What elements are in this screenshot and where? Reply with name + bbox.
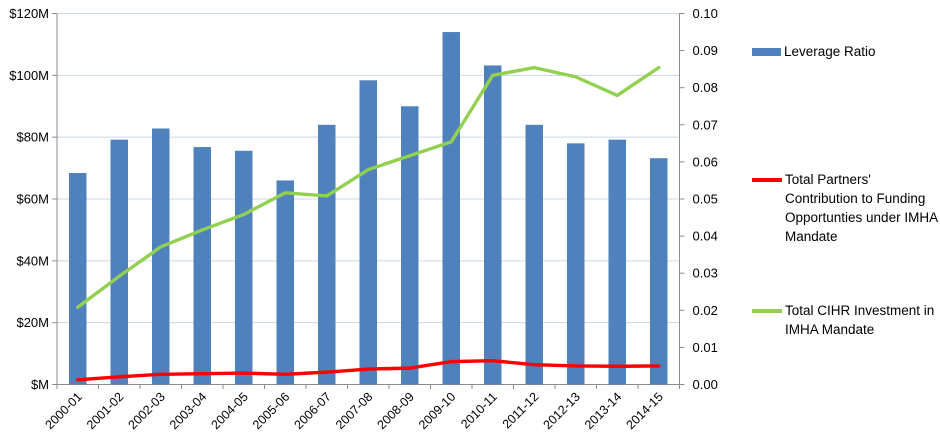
right-axis-label: 0.08: [693, 80, 718, 95]
left-axis-label: $60M: [16, 192, 49, 207]
bar-2011-12: [525, 124, 543, 385]
bar-2013-14: [608, 139, 626, 385]
legend-item-partners-contribution: Total Partners' Contribution to Funding …: [752, 170, 938, 246]
x-axis-label: 2008-09: [375, 390, 417, 432]
left-axis-label: $M: [31, 377, 49, 392]
bar-2001-02: [110, 139, 128, 385]
right-axis-label: 0.01: [693, 340, 718, 355]
x-axis-label: 2004-05: [209, 390, 251, 432]
left-axis-label: $120M: [9, 6, 49, 21]
right-axis-label: 0.09: [693, 43, 718, 58]
bar-2014-15: [650, 158, 668, 385]
right-axis-label: 0.02: [693, 303, 718, 318]
bar-2002-03: [152, 128, 170, 385]
legend-swatch-bar-icon: [752, 48, 781, 56]
line-series-2: [76, 65, 661, 309]
right-axis-label: 0.10: [693, 6, 718, 21]
left-axis-label: $20M: [16, 315, 49, 330]
x-axis-label: 2009-10: [416, 390, 458, 432]
x-axis-label: 2013-14: [582, 390, 624, 432]
legend-swatch-red-line-icon: [752, 178, 782, 182]
right-axis-label: 0.06: [693, 154, 718, 169]
x-axis-label: 2014-15: [624, 390, 666, 432]
left-axis-label: $80M: [16, 130, 49, 145]
legend-item-leverage-ratio: Leverage Ratio: [752, 42, 876, 61]
line-series-1: [76, 358, 661, 382]
right-axis-label: 0.05: [693, 192, 718, 207]
x-axis-label: 2003-04: [167, 390, 209, 432]
right-axis-label: 0.00: [693, 377, 718, 392]
right-axis-label: 0.04: [693, 229, 718, 244]
bar-2008-09: [401, 106, 419, 385]
legend-label-cihr-investment: Total CIHR Investment in IMHA Mandate: [785, 303, 935, 337]
bar-2006-07: [318, 124, 336, 385]
x-axis-label: 2005-06: [250, 390, 292, 432]
left-axis-label: $100M: [9, 68, 49, 83]
bar-2012-13: [567, 143, 585, 385]
bar-2010-11: [484, 65, 502, 385]
x-axis-label: 2007-08: [333, 390, 375, 432]
legend: Leverage Ratio Total Partners' Contribut…: [752, 0, 938, 448]
bar-2005-06: [276, 180, 294, 385]
legend-item-cihr-investment: Total CIHR Investment in IMHA Mandate: [752, 301, 938, 339]
bar-2007-08: [359, 80, 377, 385]
x-axis-label: 2000-01: [43, 390, 85, 432]
legend-swatch-green-line-icon: [752, 309, 782, 313]
left-axis-label: $40M: [16, 253, 49, 268]
bar-2004-05: [235, 150, 253, 385]
x-axis-label: 2006-07: [292, 390, 334, 432]
x-axis-label: 2010-11: [458, 390, 500, 432]
x-axis-label: 2002-03: [126, 390, 168, 432]
legend-label-partners-contribution: Total Partners' Contribution to Funding …: [785, 172, 938, 244]
x-axis-label: 2012-13: [541, 390, 583, 432]
x-axis-label: 2001-02: [84, 390, 126, 432]
x-axis-label: 2011-12: [500, 390, 542, 432]
bar-2003-04: [193, 147, 211, 385]
right-axis-label: 0.03: [693, 266, 718, 281]
bar-2000-01: [69, 173, 87, 385]
right-axis-label: 0.07: [693, 117, 718, 132]
bar-2009-10: [442, 32, 460, 385]
legend-label-leverage-ratio: Leverage Ratio: [784, 44, 876, 59]
